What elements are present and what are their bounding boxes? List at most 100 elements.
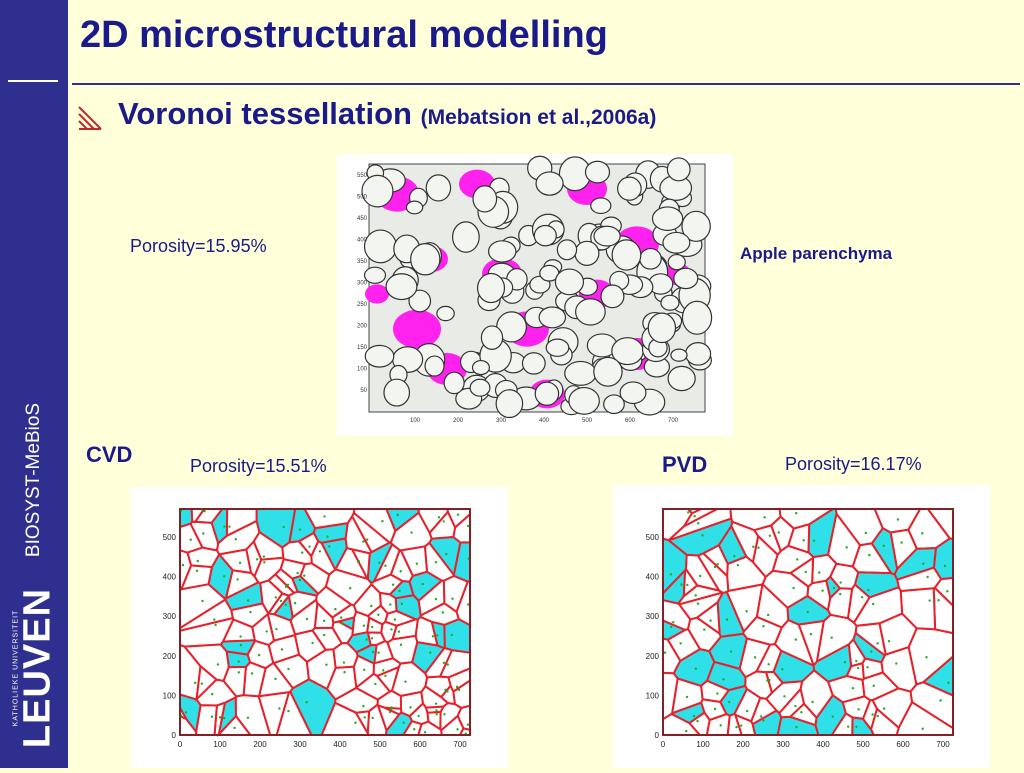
pvd-voronoi-figure: 500 400 300 200 100 00 100 200 300 400 500 600 700 [646, 508, 955, 749]
apple-pore [365, 284, 389, 304]
cvd-seed-point [223, 525, 226, 528]
apple-cell [469, 378, 491, 397]
cvd-seed-point [442, 661, 446, 665]
pvd-seed-point [939, 699, 942, 702]
cvd-seed-point [363, 668, 366, 671]
cvd-seed-point [286, 583, 290, 586]
cvd-seed-point [250, 672, 254, 675]
pvd-seed-point [921, 532, 924, 535]
apple-y-tick: 400 [357, 238, 368, 244]
cvd-seed-point [278, 707, 281, 710]
apple-cell [667, 365, 696, 392]
pvd-y-tick: 300 [646, 612, 660, 621]
pvd-seed-point [698, 574, 702, 578]
cvd-seed-point [390, 628, 393, 631]
apple-cell [568, 386, 600, 415]
cvd-cell [195, 664, 218, 702]
pvd-seed-point [928, 599, 931, 602]
pvd-porosity: Porosity=16.17% [785, 454, 922, 474]
apple-cell [424, 355, 445, 377]
apple-cell [451, 221, 480, 253]
apple-cell [545, 338, 570, 357]
apple-y-tick: 100 [357, 367, 368, 373]
apple-x-tick: 600 [625, 418, 636, 424]
cvd-seed-point [384, 564, 387, 567]
cvd-seed-point [284, 603, 287, 607]
cvd-seed-point [445, 552, 448, 556]
pvd-cell [666, 627, 702, 663]
cvd-seed-point [441, 611, 445, 614]
pvd-seed-point [811, 700, 814, 704]
cvd-seed-point [400, 602, 404, 606]
pvd-seed-point [680, 583, 683, 586]
cvd-axes-frame [179, 508, 471, 736]
apple-x-tick: 100 [410, 418, 421, 424]
cvd-seed-point [211, 692, 214, 696]
cvd-cell [352, 654, 375, 690]
cvd-seed-point [370, 625, 374, 629]
pvd-cell [716, 590, 745, 638]
pvd-seed-point [812, 539, 816, 542]
pvd-seed-point [867, 588, 870, 592]
pvd-seed-point [887, 639, 891, 643]
cvd-seed-point [257, 653, 261, 657]
cvd-seed-point [443, 713, 446, 716]
cvd-seed-point [210, 715, 214, 718]
cvd-cell [375, 665, 401, 693]
pvd-seed-point [876, 714, 879, 718]
cvd-seed-points [178, 508, 471, 735]
pvd-seed-point [757, 546, 760, 549]
pvd-seed-point [752, 545, 755, 548]
pvd-seed-point [943, 564, 947, 568]
logo-big-text: LEUVEN [16, 587, 59, 749]
pvd-seed-point [670, 625, 673, 629]
pvd-seed-point [794, 704, 797, 708]
pvd-seed-point [802, 539, 805, 542]
cvd-seed-point [342, 661, 346, 664]
pvd-seed-point [692, 714, 696, 718]
pvd-seed-point [821, 589, 824, 592]
cvd-x-tick: 400 [333, 740, 347, 749]
pvd-seed-point [900, 541, 903, 544]
pvd-seed-point [735, 725, 738, 729]
pvd-seed-point [882, 544, 885, 547]
pvd-seed-point [809, 632, 813, 636]
pvd-seed-point [672, 620, 675, 624]
cvd-seed-point [328, 545, 331, 548]
apple-cell [574, 240, 600, 266]
cvd-y-tick: 100 [163, 691, 177, 700]
cvd-cell [291, 574, 320, 597]
cvd-seed-point [184, 711, 188, 714]
cvd-voronoi-plot: 500 400 300 200 100 0 0 100 200 300 400 500 600 700 [131, 487, 507, 768]
pvd-seed-point [696, 719, 699, 723]
pvd-seed-point [696, 602, 700, 605]
apple-cell [443, 371, 465, 395]
cvd-seed-point [399, 570, 402, 573]
cvd-seed-point [434, 560, 438, 564]
pvd-seed-point [794, 638, 797, 641]
cvd-seed-point [444, 688, 447, 692]
pvd-seed-point [870, 650, 873, 653]
cvd-seed-point [203, 509, 206, 513]
cvd-seed-point [246, 716, 250, 720]
cvd-seed-point [311, 641, 314, 645]
cvd-seed-point [435, 709, 438, 712]
pvd-y-tick: 100 [646, 691, 660, 700]
cvd-seed-point [399, 643, 403, 647]
pvd-seed-point [687, 511, 690, 514]
pvd-cell [666, 517, 734, 557]
slide-title: 2D microstructural modelling [80, 14, 608, 56]
cvd-seed-point [305, 701, 308, 704]
pvd-seed-point [795, 511, 798, 515]
cvd-seed-point [381, 519, 384, 523]
pvd-seed-point [716, 562, 719, 566]
apple-cell [619, 381, 647, 405]
apple-cell [660, 294, 680, 311]
apple-cell [487, 240, 517, 263]
pvd-seed-point [745, 610, 748, 613]
cvd-cell [195, 704, 218, 736]
apple-cell [436, 305, 455, 322]
cvd-seed-point [365, 638, 368, 641]
cvd-cell [388, 580, 415, 600]
cvd-seed-point [200, 682, 204, 685]
